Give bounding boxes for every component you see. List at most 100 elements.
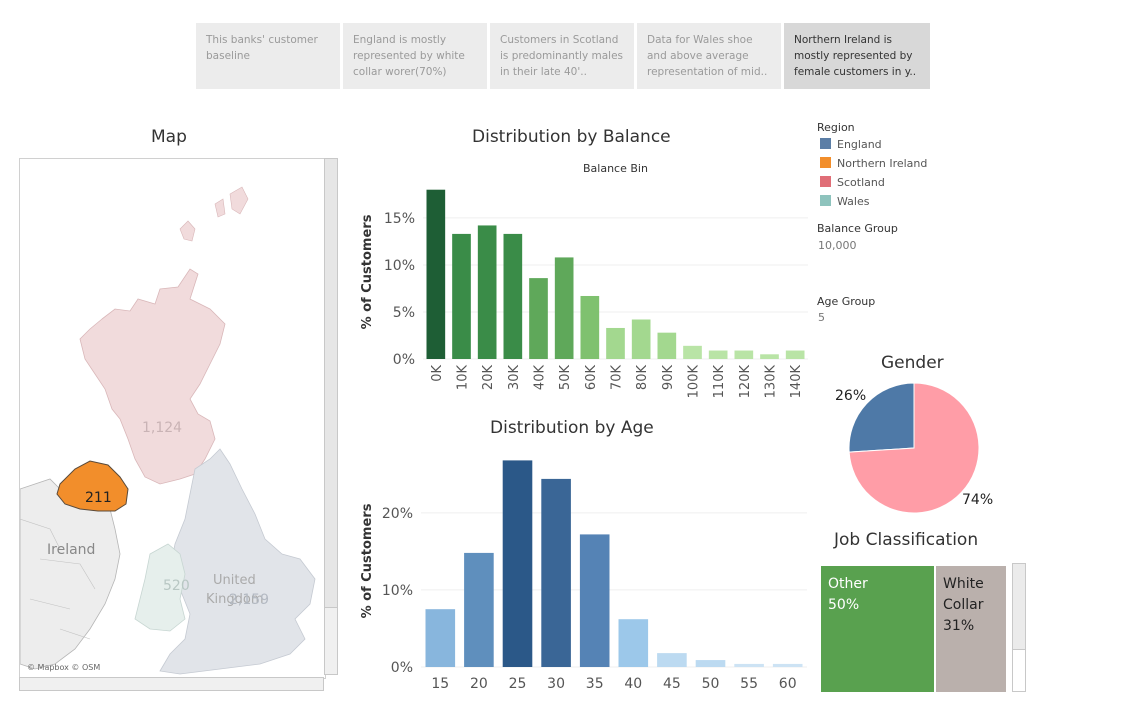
bar[interactable] — [760, 354, 779, 359]
legend-label-wales: Wales — [837, 195, 870, 208]
legend-swatch — [820, 157, 831, 168]
y-tick-label: 20% — [382, 506, 413, 522]
x-tick-label: 15 — [431, 676, 449, 692]
x-tick-label: 60 — [779, 676, 797, 692]
balance-chart[interactable]: 0% 5% 10% 15% % of Customers 0K 10K 20K 30K 40K 50… — [355, 175, 815, 405]
balance-chart-title: Distribution by Balance — [472, 127, 671, 147]
bar[interactable] — [541, 478, 571, 667]
story-point-5[interactable]: Northern Ireland is mostly represented b… — [784, 23, 930, 89]
legend-label-northern-ireland: Northern Ireland — [837, 157, 928, 170]
map-view[interactable]: 1,124 211 Ireland 520 United Kingdom 2,1… — [19, 158, 326, 679]
bar[interactable] — [618, 619, 649, 667]
x-tick-label: 35 — [586, 676, 604, 692]
balance-group-value[interactable]: 10,000 — [818, 239, 857, 252]
x-tick-label: 10K — [456, 365, 471, 391]
map-horizontal-scrollbar[interactable] — [19, 677, 324, 691]
bar[interactable] — [426, 189, 446, 359]
bar[interactable] — [425, 609, 456, 667]
bar[interactable] — [772, 663, 803, 667]
bar[interactable] — [657, 332, 677, 359]
bar[interactable] — [683, 345, 702, 359]
treemap-white-collar[interactable]: White Collar 31% — [936, 566, 1006, 692]
bar[interactable] — [452, 233, 471, 359]
x-tick-label: 30 — [547, 676, 565, 692]
x-tick-label: 60K — [584, 365, 599, 391]
uk-label-line2: Kingdom — [206, 592, 264, 607]
bar[interactable] — [785, 350, 805, 359]
legend-northern-ireland[interactable]: Northern Ireland — [820, 157, 927, 171]
treemap-other-pct: 50% — [828, 597, 860, 613]
x-tick-label: 100K — [687, 365, 702, 399]
story-point-4[interactable]: Data for Wales shoe and above average re… — [637, 23, 781, 89]
y-tick-label: 10% — [384, 258, 415, 274]
story-point-3[interactable]: Customers in Scotland is predominantly m… — [490, 23, 634, 89]
job-classification-title: Job Classification — [834, 530, 979, 550]
bar[interactable] — [529, 278, 548, 359]
map-attribution: © Mapbox © OSM — [27, 663, 100, 672]
x-tick-label: 30K — [507, 365, 522, 391]
legend-scotland[interactable]: Scotland — [820, 176, 885, 190]
legend-label-scotland: Scotland — [837, 176, 885, 189]
gender-label-large: 74% — [962, 492, 994, 508]
x-tick-label: 40K — [533, 365, 548, 391]
x-tick-label: 130K — [764, 365, 779, 399]
y-tick-label: 10% — [382, 583, 413, 599]
treemap-other[interactable]: Other 50% — [821, 566, 934, 692]
map-vertical-scrollbar[interactable] — [324, 158, 338, 675]
bar[interactable] — [580, 295, 600, 359]
x-tick-label: 70K — [610, 365, 625, 391]
x-tick-label: 110K — [712, 365, 727, 399]
scrollbar-thumb[interactable] — [1013, 564, 1025, 650]
x-tick-label: 140K — [789, 365, 804, 399]
legend-swatch — [820, 138, 831, 149]
treemap-white-label-1: White — [943, 576, 984, 592]
x-tick-label: 55 — [740, 676, 758, 692]
y-tick-label: 0% — [391, 660, 413, 676]
bar[interactable] — [606, 327, 625, 359]
y-tick-label: 15% — [384, 211, 415, 227]
legend-label-england: England — [837, 138, 882, 151]
ni-count-label: 211 — [85, 490, 112, 506]
map-canvas[interactable]: 1,124 211 Ireland 520 United Kingdom 2,1… — [20, 159, 325, 678]
y-axis-label: % of Customers — [360, 503, 375, 618]
y-tick-label: 5% — [393, 305, 415, 321]
scotland-count-label: 1,124 — [142, 420, 182, 436]
x-tick-label: 40 — [624, 676, 642, 692]
story-point-1[interactable]: This banks' customer baseline — [196, 23, 340, 89]
story-point-2[interactable]: England is mostly represented by white c… — [343, 23, 487, 89]
bar[interactable] — [695, 660, 726, 667]
bar[interactable] — [503, 233, 523, 359]
age-chart[interactable]: 0% 10% 20% % of Customers 15 20 25 30 35 40 45 50 55… — [355, 445, 815, 700]
gender-pie[interactable] — [840, 375, 990, 520]
legend-wales[interactable]: Wales — [820, 195, 869, 209]
x-tick-label: 0K — [430, 365, 445, 382]
legend-swatch — [820, 195, 831, 206]
scotland-shape — [79, 268, 226, 485]
treemap-scrollbar[interactable] — [1012, 563, 1026, 692]
gender-title: Gender — [881, 353, 944, 373]
legend-england[interactable]: England — [820, 138, 882, 152]
legend-swatch — [820, 176, 831, 187]
bar[interactable] — [657, 653, 687, 667]
bar[interactable] — [579, 534, 610, 667]
age-group-value[interactable]: 5 — [818, 311, 825, 324]
england-count-label: 2,159 — [229, 592, 269, 608]
wales-shape — [134, 543, 186, 632]
pie-slice[interactable] — [848, 382, 980, 514]
bar[interactable] — [734, 350, 754, 359]
pie-slice[interactable] — [848, 382, 915, 453]
x-tick-label: 20K — [481, 365, 496, 391]
bar[interactable] — [708, 350, 728, 359]
x-tick-label: 50K — [558, 365, 573, 391]
bar[interactable] — [477, 225, 497, 359]
bar[interactable] — [464, 552, 494, 667]
bar[interactable] — [502, 460, 533, 667]
map-title: Map — [151, 127, 187, 147]
bar[interactable] — [554, 257, 574, 359]
bar[interactable] — [734, 663, 764, 667]
england-shape — [159, 448, 316, 675]
x-tick-label: 120K — [738, 365, 753, 399]
bar[interactable] — [631, 319, 651, 359]
scrollbar-thumb[interactable] — [325, 159, 337, 608]
northern-ireland-shape — [56, 460, 129, 512]
